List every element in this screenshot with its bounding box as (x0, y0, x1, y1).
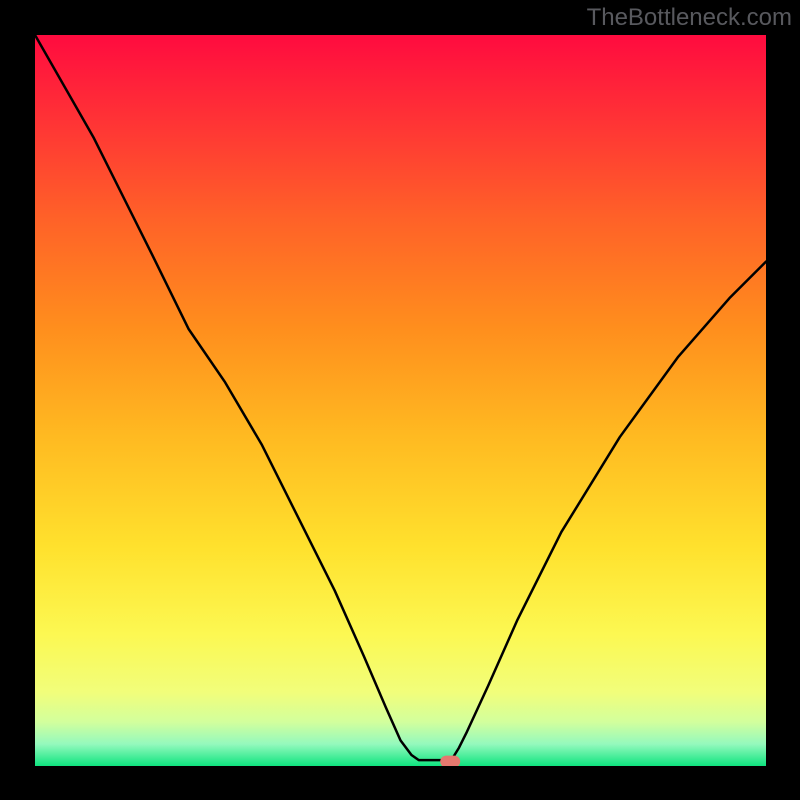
watermark-text: TheBottleneck.com (587, 4, 792, 32)
chart-frame: TheBottleneck.com (0, 0, 800, 800)
gradient-plot (35, 35, 766, 766)
plot-area (35, 35, 766, 766)
optimal-marker (440, 756, 460, 766)
plot-background (35, 35, 766, 766)
